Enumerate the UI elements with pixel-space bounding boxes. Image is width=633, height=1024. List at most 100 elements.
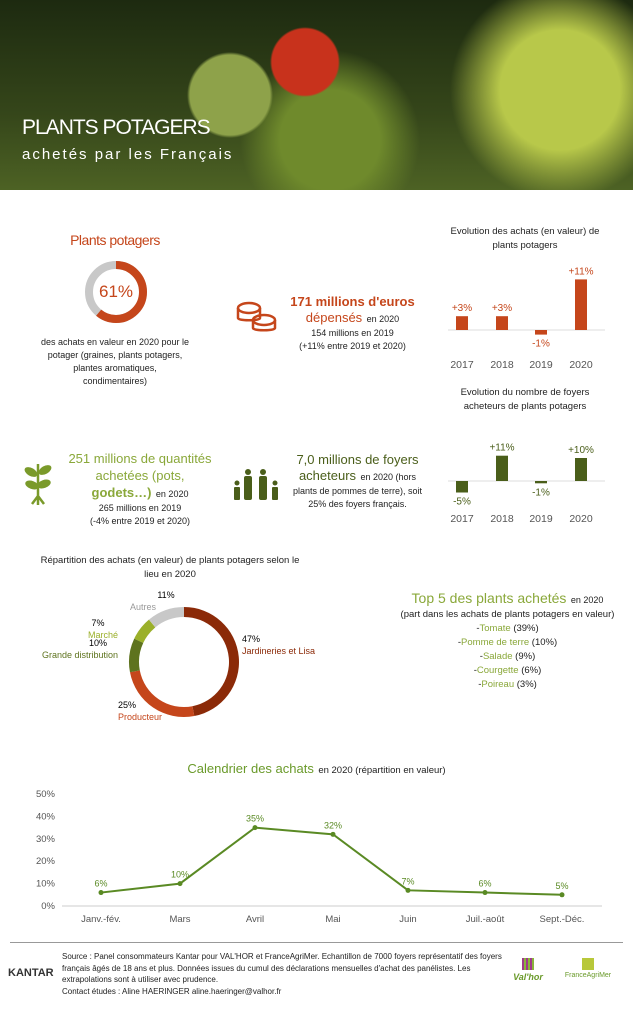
bar-data-label: +11% [568, 266, 593, 277]
bar [456, 481, 468, 493]
top5-item: -Poireau (3%) [478, 679, 537, 690]
bar-tick-label: 2019 [529, 359, 553, 371]
top5-item: -Salade (9%) [479, 651, 536, 662]
footer-source: Source : Panel consommateurs Kantar pour… [62, 951, 502, 997]
pie-value-label: 7% [91, 618, 104, 628]
y-tick-label: 0% [41, 901, 55, 912]
spend-suffix: en 2020 [366, 314, 400, 324]
quantity-headline: 251 millions de quantités achetées (pots… [68, 451, 212, 483]
top5-item-name: Tomate [479, 623, 511, 634]
header-photo [0, 0, 633, 190]
franceagrimer-logo-text: FranceAgriMer [564, 972, 612, 979]
line-data-label: 6% [478, 879, 491, 889]
x-tick-label: Juin [399, 914, 416, 925]
households-suffix: en 2020 (hors [360, 472, 417, 482]
x-tick-label: Janv.-fév. [81, 914, 121, 925]
page-title: PLANTS POTAGERS [22, 116, 211, 139]
top5-item-name: Poireau [481, 679, 515, 690]
line-chart-title-suffix: en 2020 (répartition en valeur) [318, 765, 446, 776]
pie-value-label: 47% [242, 634, 260, 644]
bar-data-label: +10% [568, 445, 594, 456]
y-tick-label: 40% [36, 811, 56, 822]
share-caption: des achats en valeur en 2020 pour le pot… [40, 337, 190, 386]
line-data-label: 35% [246, 814, 264, 824]
pie-slice [184, 607, 239, 717]
bar [535, 481, 547, 484]
line-point [98, 890, 104, 896]
valhor-logo: Val'hor [508, 958, 548, 982]
line-chart: 0% 10% 20% 30% 40% 50% 6% Janv.-fév. 10% Mars 35% A… [36, 789, 602, 925]
pie-chart-title: Répartition des achats (en valeur) de pl… [40, 555, 300, 580]
line-chart-heading: Calendrier des achats en 2020 (répartiti… [0, 760, 633, 778]
line-point [559, 892, 565, 898]
bar-data-label: +11% [489, 443, 514, 454]
households-headline2: acheteurs [298, 468, 357, 483]
line-data-label: 6% [94, 879, 107, 889]
spend-headline2: dépensés [305, 310, 363, 325]
bar-tick-label: 2017 [450, 513, 474, 525]
y-tick-label: 50% [36, 789, 56, 800]
pie-value-label: 11% [157, 590, 174, 600]
households-line2: 25% des foyers français. [308, 499, 407, 509]
family-icon [234, 469, 278, 500]
x-tick-label: Sept.-Déc. [540, 914, 585, 925]
line-point [405, 887, 411, 893]
top5-list: -Tomate (39%) -Pomme de terre (10%) -Salad… [390, 622, 625, 692]
bar-chart-1: +3% 2017 +3% 2018 -1% 2019 +11% 2020 [448, 266, 605, 371]
bar-data-label: -5% [453, 497, 471, 508]
coins-icon [236, 301, 277, 332]
share-donut-value [85, 261, 147, 323]
top5-item: -Tomate (39%) [476, 623, 539, 634]
bar [496, 316, 508, 330]
pie-chart: 47% Jardineries et Lisa 25% Producteur 10% Gr… [42, 590, 315, 722]
pie-category-label: Marché [88, 630, 118, 640]
spend-block: 171 millions d'euros dépensés en 2020 15… [280, 294, 425, 353]
quantity-headline2: godets…) [91, 485, 152, 500]
pie-category-label: Jardineries et Lisa [242, 646, 315, 656]
bar [456, 316, 468, 330]
top5-item-name: Salade [482, 651, 513, 662]
share-title: Plants potagers [70, 232, 160, 248]
bar [535, 330, 547, 335]
footer-divider [10, 942, 623, 943]
x-tick-label: Mai [325, 914, 340, 925]
y-tick-label: 30% [36, 834, 56, 845]
line-data-label: 7% [401, 876, 414, 886]
line-chart-title: Calendrier des achats [187, 761, 314, 776]
top5-item-name: Pomme de terre [461, 637, 530, 648]
quantity-block: 251 millions de quantités achetées (pots… [60, 450, 220, 528]
top5-item: -Courgette (6%) [473, 665, 542, 676]
bar-tick-label: 2017 [450, 359, 474, 371]
quantity-line2: (-4% entre 2019 et 2020) [89, 516, 191, 526]
line-series [100, 826, 563, 896]
bar-tick-label: 2020 [569, 359, 593, 371]
pie-value-label: 10% [89, 638, 107, 648]
line-point [252, 825, 258, 831]
bar-chart-1-title: Evolution des achats (en valeur) de plan… [450, 226, 600, 251]
pie-category-label: Grande distribution [42, 650, 118, 660]
page-subtitle: achetés par les Français [22, 146, 234, 163]
bar-tick-label: 2019 [529, 513, 553, 525]
valhor-logo-mark [522, 958, 534, 970]
top5-item-value: (9%) [515, 651, 536, 662]
top5-item: -Pomme de terre (10%) [457, 637, 558, 648]
top5-item-value: (10%) [531, 637, 558, 648]
bar-tick-label: 2020 [569, 513, 593, 525]
top5-item-value: (3%) [516, 679, 537, 690]
franceagrimer-logo-mark [582, 958, 594, 970]
x-tick-label: Juil.-août [466, 914, 505, 925]
households-block: 7,0 millions de foyers acheteurs en 2020… [285, 452, 430, 511]
quantity-suffix: en 2020 [155, 489, 189, 499]
bar-chart-2-title: Evolution du nombre de foyers acheteurs … [460, 387, 590, 412]
bar-data-label: -1% [532, 487, 550, 498]
spend-line2: (+11% entre 2019 et 2020) [299, 341, 406, 351]
pie-value-label: 25% [118, 700, 136, 710]
bar-chart-2: -5% 2017 +11% 2018 -1% 2019 +10% 2020 [448, 443, 605, 525]
top5-item-name: Courgette [476, 665, 519, 676]
bar-data-label: -1% [532, 339, 550, 350]
households-line1: plants de pommes de terre), soit [292, 486, 423, 496]
pie-slice [129, 638, 144, 673]
line-data-label: 5% [555, 881, 568, 891]
bar [575, 458, 587, 481]
top5-suffix: en 2020 [570, 595, 604, 605]
